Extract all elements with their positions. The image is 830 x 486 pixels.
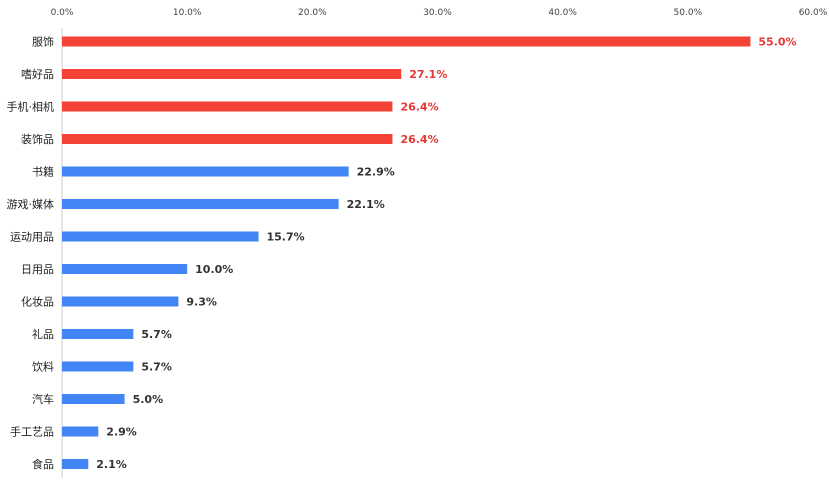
x-tick-label: 0.0% bbox=[51, 8, 74, 18]
x-tick-label: 30.0% bbox=[423, 8, 452, 18]
bar bbox=[62, 101, 393, 112]
bar bbox=[62, 264, 188, 274]
bar bbox=[62, 361, 134, 372]
category-label: 手机·相机 bbox=[7, 100, 55, 114]
x-tick-label: 10.0% bbox=[173, 8, 202, 18]
value-label: 55.0% bbox=[758, 36, 796, 49]
value-label: 10.0% bbox=[195, 263, 233, 276]
value-label: 22.9% bbox=[357, 166, 395, 179]
bar bbox=[62, 296, 179, 307]
value-label: 15.7% bbox=[267, 231, 305, 244]
value-label: 22.1% bbox=[347, 198, 385, 211]
bar bbox=[62, 329, 134, 339]
x-tick-label: 40.0% bbox=[548, 8, 577, 18]
x-tick-label: 20.0% bbox=[298, 8, 327, 18]
category-label: 游戏·媒体 bbox=[7, 197, 55, 211]
bar bbox=[62, 134, 393, 144]
value-label: 5.7% bbox=[141, 328, 172, 341]
value-label: 26.4% bbox=[400, 133, 438, 146]
category-label: 手工艺品 bbox=[10, 425, 54, 439]
category-label: 化妆品 bbox=[21, 295, 54, 309]
category-label: 日用品 bbox=[21, 263, 54, 276]
category-label: 装饰品 bbox=[21, 132, 54, 146]
value-label: 2.9% bbox=[106, 426, 137, 439]
category-label: 服饰 bbox=[32, 35, 54, 49]
bar bbox=[62, 199, 339, 209]
bar bbox=[62, 231, 259, 242]
value-label: 26.4% bbox=[400, 101, 438, 114]
category-label: 饮料 bbox=[32, 360, 54, 374]
category-label: 食品 bbox=[32, 457, 54, 471]
category-label: 书籍 bbox=[32, 165, 54, 179]
bar bbox=[62, 36, 751, 47]
bar bbox=[62, 394, 125, 404]
category-label: 运动用品 bbox=[10, 231, 54, 244]
value-label: 9.3% bbox=[186, 296, 217, 309]
x-tick-label: 60.0% bbox=[799, 8, 828, 18]
x-tick-label: 50.0% bbox=[674, 8, 703, 18]
bar bbox=[62, 426, 99, 437]
value-label: 5.0% bbox=[133, 393, 164, 406]
value-label: 27.1% bbox=[409, 68, 447, 81]
category-label: 嗜好品 bbox=[21, 67, 54, 81]
category-label: 汽车 bbox=[32, 392, 54, 406]
category-label: 礼品 bbox=[32, 327, 54, 341]
value-label: 5.7% bbox=[141, 361, 172, 374]
bar bbox=[62, 69, 402, 79]
value-label: 2.1% bbox=[96, 458, 127, 471]
bar bbox=[62, 459, 89, 469]
bar bbox=[62, 166, 349, 177]
